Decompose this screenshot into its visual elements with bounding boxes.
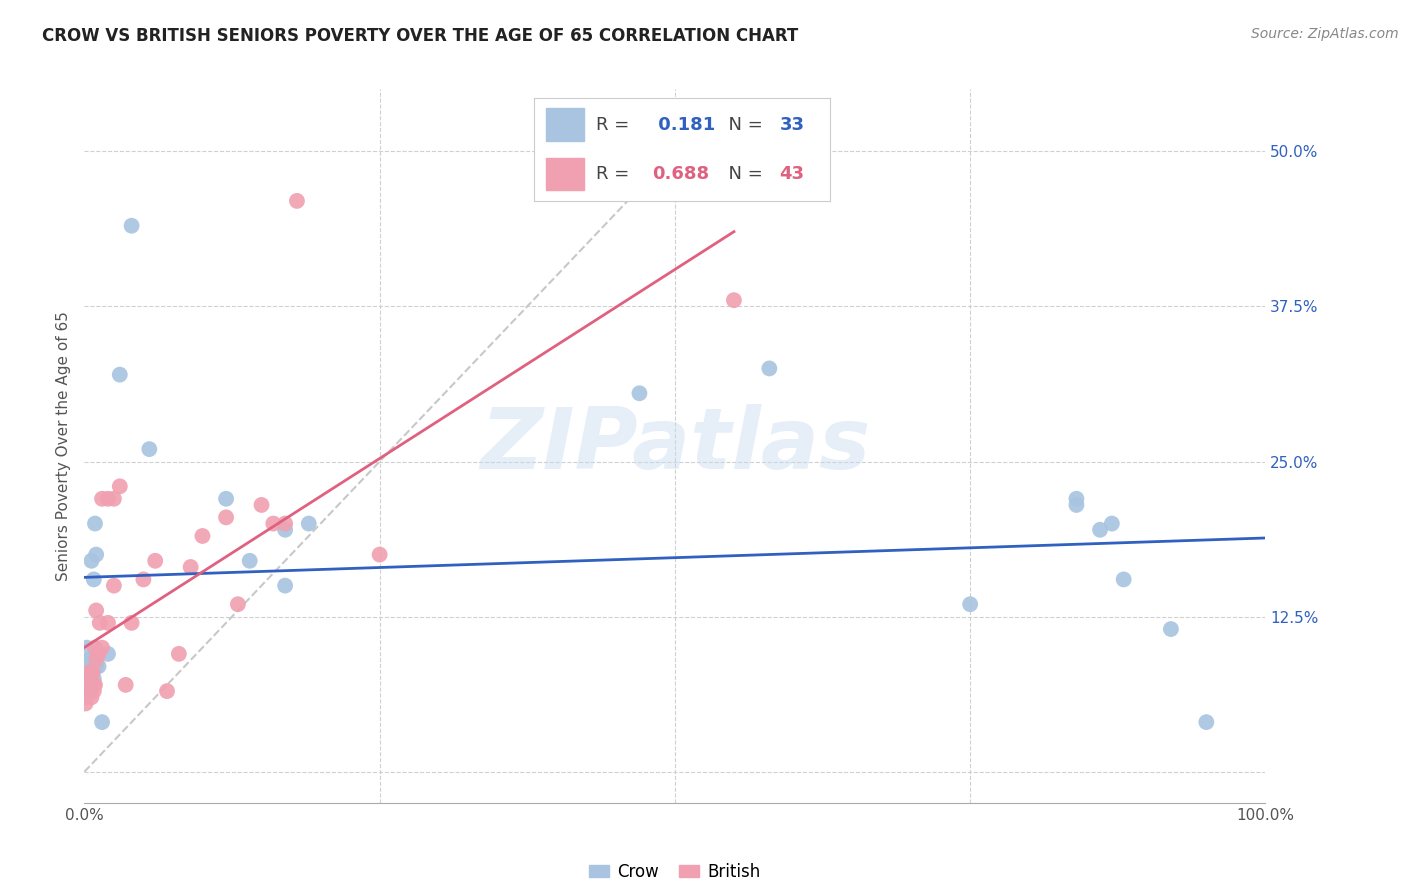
Text: 43: 43 xyxy=(779,165,804,183)
Point xyxy=(215,491,238,506)
Point xyxy=(97,647,120,661)
Point xyxy=(79,672,101,686)
Point xyxy=(77,684,100,698)
Point xyxy=(167,647,190,661)
Point xyxy=(77,665,100,680)
Point xyxy=(121,615,143,630)
Point xyxy=(91,715,114,730)
Point xyxy=(1112,573,1135,587)
Point xyxy=(121,219,143,233)
Point xyxy=(84,603,107,617)
Point xyxy=(83,678,105,692)
Point xyxy=(80,690,103,705)
FancyBboxPatch shape xyxy=(546,158,585,190)
Point xyxy=(138,442,160,456)
Point xyxy=(758,361,780,376)
Point xyxy=(84,516,107,531)
Point xyxy=(1101,516,1123,531)
Point xyxy=(1160,622,1182,636)
Point xyxy=(87,659,110,673)
Point xyxy=(1195,715,1218,730)
Text: 33: 33 xyxy=(779,116,804,134)
Point xyxy=(79,678,101,692)
Point xyxy=(80,554,103,568)
Point xyxy=(191,529,214,543)
Point xyxy=(274,523,297,537)
Text: R =: R = xyxy=(596,116,636,134)
Point xyxy=(628,386,651,401)
Point xyxy=(180,560,202,574)
Point xyxy=(84,548,107,562)
Point xyxy=(91,640,114,655)
Point xyxy=(83,573,105,587)
Point xyxy=(79,684,101,698)
Point xyxy=(285,194,308,208)
Text: N =: N = xyxy=(717,165,769,183)
Point xyxy=(84,653,107,667)
Point xyxy=(84,640,107,655)
Point xyxy=(274,579,297,593)
Point xyxy=(156,684,179,698)
Point xyxy=(103,491,125,506)
Point xyxy=(76,640,98,655)
Point xyxy=(103,579,125,593)
Point xyxy=(76,665,98,680)
Point xyxy=(143,554,166,568)
Point xyxy=(215,510,238,524)
Legend: Crow, British: Crow, British xyxy=(582,856,768,888)
Point xyxy=(1066,491,1088,506)
Text: 0.181: 0.181 xyxy=(652,116,716,134)
Point xyxy=(80,653,103,667)
Point xyxy=(80,665,103,680)
Point xyxy=(250,498,273,512)
Point xyxy=(108,479,131,493)
Point xyxy=(89,615,111,630)
Point xyxy=(1066,498,1088,512)
Text: R =: R = xyxy=(596,165,636,183)
Point xyxy=(77,653,100,667)
Point xyxy=(108,368,131,382)
Text: 0.688: 0.688 xyxy=(652,165,710,183)
Point xyxy=(87,647,110,661)
Point xyxy=(959,597,981,611)
Point xyxy=(298,516,321,531)
Point xyxy=(368,548,391,562)
Point xyxy=(84,659,107,673)
Point xyxy=(82,678,104,692)
Point xyxy=(84,678,107,692)
Point xyxy=(77,678,100,692)
Text: CROW VS BRITISH SENIORS POVERTY OVER THE AGE OF 65 CORRELATION CHART: CROW VS BRITISH SENIORS POVERTY OVER THE… xyxy=(42,27,799,45)
Point xyxy=(75,697,97,711)
Point xyxy=(262,516,284,531)
FancyBboxPatch shape xyxy=(546,109,585,141)
Text: ZIPatlas: ZIPatlas xyxy=(479,404,870,488)
Point xyxy=(723,293,745,308)
Point xyxy=(226,597,249,611)
Point xyxy=(97,491,120,506)
Point xyxy=(97,615,120,630)
Point xyxy=(114,678,136,692)
Point xyxy=(79,653,101,667)
Y-axis label: Seniors Poverty Over the Age of 65: Seniors Poverty Over the Age of 65 xyxy=(56,311,72,581)
Point xyxy=(91,491,114,506)
Text: Source: ZipAtlas.com: Source: ZipAtlas.com xyxy=(1251,27,1399,41)
Point xyxy=(76,690,98,705)
Point xyxy=(274,516,297,531)
Point xyxy=(77,672,100,686)
Point xyxy=(83,672,105,686)
Point xyxy=(1088,523,1111,537)
Point xyxy=(239,554,262,568)
Point xyxy=(83,684,105,698)
Point xyxy=(132,573,155,587)
Point xyxy=(82,665,104,680)
Text: N =: N = xyxy=(717,116,769,134)
